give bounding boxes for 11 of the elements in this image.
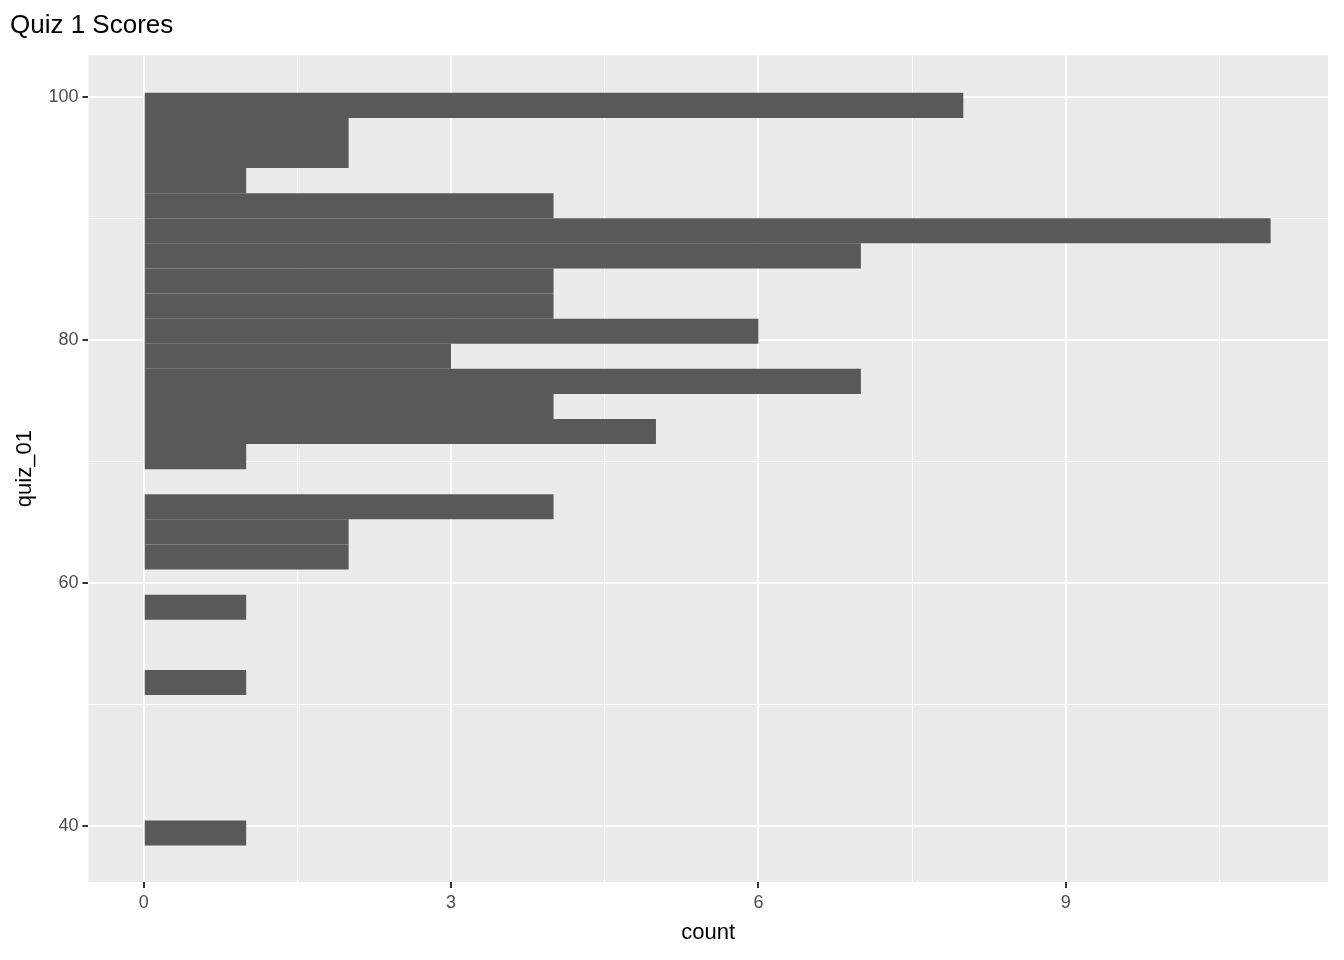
chart-title: Quiz 1 Scores — [10, 8, 174, 39]
x-axis-title: count — [681, 918, 736, 944]
y-tick-label: 80 — [58, 329, 79, 350]
x-tick-label: 3 — [446, 891, 457, 912]
x-tick-label: 6 — [753, 891, 764, 912]
x-tick-label: 0 — [138, 891, 149, 912]
y-tick-label: 100 — [48, 86, 79, 107]
x-tick-label: 9 — [1060, 891, 1071, 912]
y-tick-label: 40 — [58, 815, 79, 836]
y-tick-label: 60 — [58, 572, 79, 593]
y-axis-title: quiz_01 — [11, 430, 37, 508]
